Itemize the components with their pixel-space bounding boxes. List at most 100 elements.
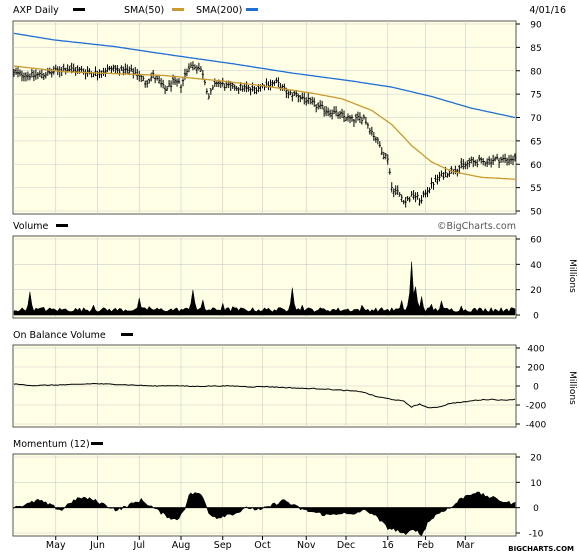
- price-bar: [344, 116, 348, 122]
- volume-panel: 0 20 40 60: [12, 235, 542, 322]
- x-tick-label: Oct: [254, 540, 271, 551]
- price-bar: [118, 68, 121, 76]
- price-ytick-label: 55: [530, 184, 541, 194]
- volume-legend-swatch: [56, 224, 68, 227]
- sma200-legend-label: SMA(200): [196, 5, 242, 16]
- price-bar: [36, 72, 40, 80]
- sma200-legend-swatch: [246, 8, 258, 11]
- price-bar: [396, 185, 399, 195]
- obv-ytick-label: -200: [526, 402, 547, 412]
- price-bar: [424, 189, 427, 198]
- obv-ytick-label: 400: [527, 345, 544, 355]
- price-ytick-label: 50: [530, 208, 542, 218]
- price-bar: [354, 113, 358, 124]
- price-bar: [509, 154, 513, 165]
- price-bar: [372, 132, 376, 141]
- price-bar: [249, 87, 252, 96]
- price-bar: [28, 73, 32, 81]
- price-bar: [223, 83, 226, 91]
- price-ytick-label: 70: [530, 114, 542, 124]
- price-bar: [460, 158, 463, 169]
- price-bar: [26, 71, 30, 81]
- price-bar: [388, 168, 391, 175]
- price-bar: [165, 85, 169, 91]
- panels: 5055606570758085900204060-400-2000200400…: [12, 20, 547, 540]
- price-bar: [231, 82, 234, 89]
- price-bar: [503, 153, 507, 164]
- price-bar: [497, 158, 501, 169]
- price-bar: [12, 69, 16, 77]
- price-bar: [241, 85, 244, 92]
- price-bar: [149, 72, 153, 82]
- price-bar: [472, 156, 475, 168]
- price-bar: [14, 67, 18, 75]
- x-tick-label: Sep: [214, 540, 232, 551]
- momentum-legend-swatch: [91, 442, 103, 445]
- price-bar: [346, 113, 350, 122]
- price-bar: [221, 77, 224, 87]
- price-bar: [309, 97, 312, 105]
- momentum-ytick-label: -10: [529, 530, 544, 540]
- price-bar: [273, 80, 276, 86]
- price-bar: [513, 153, 517, 162]
- price-bar: [197, 62, 201, 71]
- price-bar: [48, 67, 51, 75]
- price-bar: [187, 63, 191, 73]
- price-bar: [253, 86, 256, 95]
- price-bar: [299, 95, 302, 103]
- price-bar: [124, 63, 127, 75]
- price-legend-swatch: [73, 8, 85, 11]
- price-bar: [32, 70, 36, 82]
- price-bar: [380, 147, 383, 156]
- momentum-plot-area: [12, 453, 517, 537]
- price-bar: [340, 108, 344, 118]
- price-bar: [384, 152, 387, 160]
- price-bar: [324, 105, 328, 117]
- momentum-panel: -10 0 10 20: [12, 453, 544, 540]
- price-bar: [303, 92, 306, 105]
- x-tick-label: Mar: [456, 540, 474, 551]
- price-bar: [191, 61, 195, 71]
- price-bar: [364, 116, 368, 125]
- obv-ytick-label: -400: [526, 421, 547, 431]
- price-bar: [313, 97, 316, 107]
- price-bar: [38, 70, 42, 77]
- price-bar: [507, 155, 511, 166]
- x-tick-label: Dec: [337, 540, 355, 551]
- price-bar: [233, 84, 236, 91]
- price-bar: [410, 191, 413, 197]
- price-bar: [195, 65, 199, 74]
- price-bar: [114, 65, 117, 75]
- price-bar: [376, 137, 380, 145]
- price-bar: [368, 127, 372, 135]
- momentum-ytick-label: 0: [533, 504, 539, 514]
- price-bar: [88, 68, 91, 75]
- price-bar: [153, 76, 157, 84]
- price-bar: [22, 72, 26, 82]
- price-bar: [144, 80, 147, 88]
- price-bar: [338, 110, 342, 120]
- header: AXP Daily SMA(50) SMA(200) 4/01/16: [13, 5, 566, 16]
- price-bar: [269, 79, 272, 91]
- price-bar: [438, 171, 441, 182]
- price-bar: [18, 69, 22, 77]
- price-bar: [255, 87, 258, 95]
- price-bar: [173, 75, 177, 86]
- x-axis-labels: May Jun Jul Aug Sep Oct Nov Dec 16 Feb Mar: [46, 536, 474, 551]
- price-bar: [358, 112, 362, 123]
- price-bar: [116, 64, 119, 75]
- price-ytick-label: 60: [530, 161, 542, 171]
- price-bar: [394, 185, 397, 196]
- price-bar: [62, 63, 65, 71]
- price-bar: [179, 84, 183, 93]
- price-bar: [130, 64, 133, 72]
- price-ytick-label: 65: [530, 137, 541, 147]
- price-bar: [330, 109, 334, 120]
- price-bar: [489, 158, 493, 168]
- price-bar: [72, 63, 75, 73]
- price-bar: [151, 69, 155, 79]
- obv-title: On Balance Volume: [13, 330, 106, 341]
- volume-ytick-label: 20: [530, 286, 542, 296]
- price-bar: [201, 69, 205, 81]
- price-bar: [390, 182, 393, 193]
